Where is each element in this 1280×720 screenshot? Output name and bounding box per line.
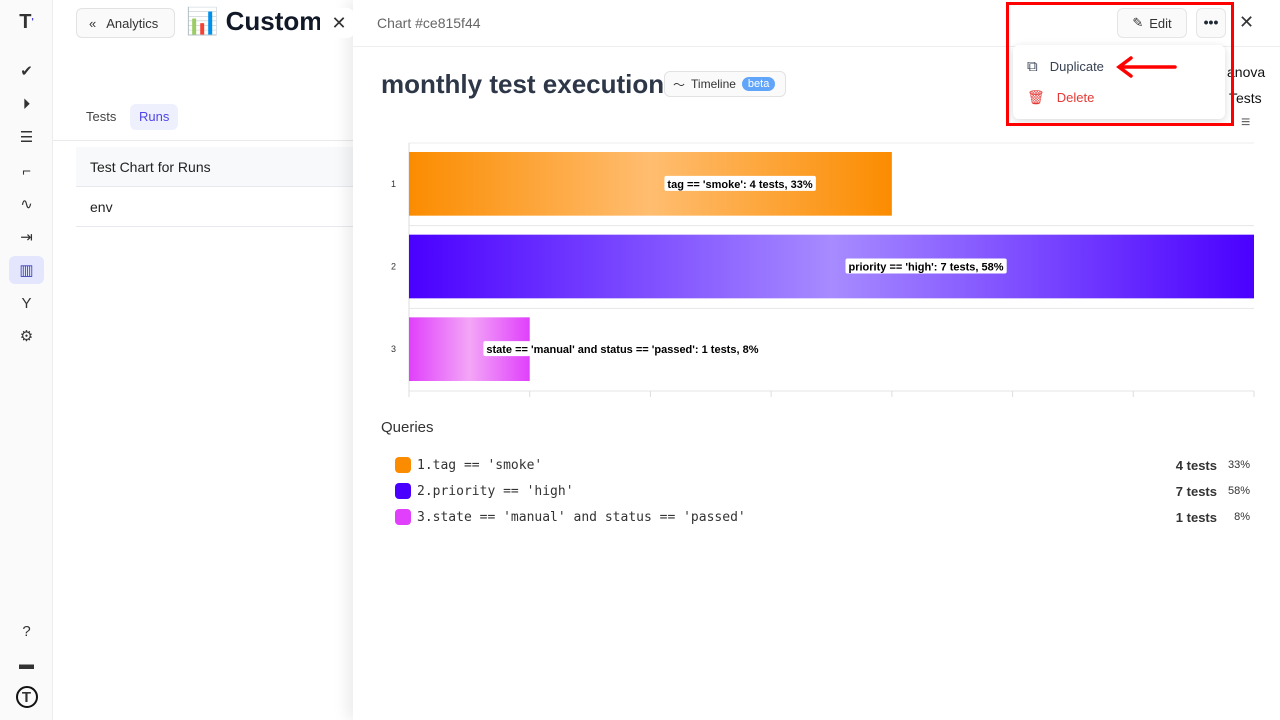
- timeline-label: Timeline: [691, 77, 736, 91]
- y-tick-label: 3: [391, 344, 396, 354]
- highlight-box: [1006, 2, 1234, 126]
- list-item[interactable]: env: [76, 187, 353, 227]
- trash-icon: 🗑: [1027, 88, 1045, 105]
- help-icon[interactable]: ?: [22, 622, 31, 640]
- queries-heading: Queries: [381, 419, 434, 436]
- analytics-page: « Analytics 📊 Custom C ✕ Tests Runs Test …: [53, 0, 355, 720]
- legend-item[interactable]: 2.priority == 'high' 7 tests 58%: [395, 481, 1250, 501]
- list-item[interactable]: Test Chart for Runs: [76, 147, 353, 187]
- bar[interactable]: [409, 152, 892, 216]
- partial-text: Tests: [1229, 90, 1262, 106]
- bar-data-label: priority == 'high': 7 tests, 58%: [849, 262, 1004, 274]
- bar-chart: 1 tag == 'smoke': 4 tests, 33% 2 priority =…: [391, 142, 1255, 397]
- legend-count: 7 tests: [1175, 483, 1217, 499]
- chart-title: monthly test execution: [381, 69, 665, 99]
- drawer-header: Chart #ce815f44 ✎ Edit ••• ✕: [353, 0, 1280, 47]
- edit-label: Edit: [1149, 15, 1172, 31]
- branch-icon[interactable]: Y: [21, 294, 32, 312]
- play-circle-icon[interactable]: ⏵: [22, 95, 31, 113]
- legend-swatch: [395, 457, 411, 473]
- legend-swatch: [395, 509, 411, 525]
- legend-item[interactable]: 1.tag == 'smoke' 4 tests 33%: [395, 455, 1250, 475]
- more-options-menu: ⧉ Duplicate 🗑 Delete: [1013, 45, 1225, 119]
- legend-item[interactable]: 3.state == 'manual' and status == 'passe…: [395, 507, 1250, 527]
- bar-label-bg: [483, 341, 762, 357]
- legend-percent: 58%: [1227, 485, 1250, 497]
- back-to-analytics-button[interactable]: « Analytics: [76, 8, 175, 38]
- bar[interactable]: [409, 234, 1254, 299]
- divider: [53, 140, 353, 141]
- bar-label-bg: [845, 258, 1007, 274]
- delete-label: Delete: [1056, 89, 1095, 105]
- duplicate-icon: ⧉: [1027, 57, 1038, 75]
- logo-icon[interactable]: T ': [19, 10, 34, 33]
- bar-label-bg: [664, 175, 816, 191]
- folder-icon[interactable]: ▬: [19, 655, 34, 673]
- import-icon[interactable]: ⇥: [20, 229, 33, 246]
- legend-query: 2.priority == 'high': [417, 483, 574, 499]
- back-label: Analytics: [106, 15, 159, 31]
- check-icon[interactable]: ✔: [20, 63, 33, 80]
- partial-text: anova: [1227, 64, 1266, 80]
- arrow-annotation-icon: [1116, 56, 1177, 78]
- double-chevron-left-icon: «: [89, 15, 97, 31]
- legend-percent: 8%: [1234, 511, 1250, 523]
- account-icon[interactable]: T: [9, 683, 44, 711]
- beta-badge: beta: [741, 77, 776, 91]
- edit-button[interactable]: ✎ Edit: [1117, 8, 1187, 38]
- chart-id: Chart #ce815f44: [377, 15, 481, 31]
- legend-count: 1 tests: [1175, 509, 1217, 525]
- pulse-icon[interactable]: ∿: [20, 196, 33, 213]
- hamburger-menu-icon[interactable]: ≡: [1241, 114, 1251, 131]
- duplicate-label: Duplicate: [1049, 58, 1104, 74]
- list-check-icon[interactable]: ☰: [19, 129, 34, 146]
- legend-percent: 33%: [1227, 459, 1250, 471]
- gear-icon[interactable]: ⚙: [19, 328, 34, 345]
- timeline-button[interactable]: 〜 Timeline beta: [664, 71, 786, 97]
- analytics-icon[interactable]: ▥: [9, 256, 44, 284]
- chart-drawer: Chart #ce815f44 ✎ Edit ••• ✕ monthly test…: [353, 0, 1280, 720]
- legend-query: 1.tag == 'smoke': [417, 457, 543, 473]
- tab-runs[interactable]: Runs: [130, 104, 179, 130]
- legend-swatch: [395, 483, 411, 499]
- menu-item-duplicate[interactable]: ⧉ Duplicate: [1027, 54, 1104, 78]
- pencil-icon: ✎: [1132, 15, 1144, 30]
- legend-count: 4 tests: [1175, 457, 1217, 473]
- close-drawer-icon[interactable]: ✕: [1239, 12, 1255, 32]
- page-title: 📊 Custom C: [186, 6, 320, 36]
- close-icon[interactable]: ✕: [323, 8, 355, 38]
- more-options-button[interactable]: •••: [1196, 8, 1226, 38]
- steps-icon[interactable]: ⌐: [22, 162, 31, 180]
- tab-tests[interactable]: Tests: [86, 109, 117, 124]
- bar-data-label: state == 'manual' and status == 'passed'…: [486, 344, 758, 356]
- bar-data-label: tag == 'smoke': 4 tests, 33%: [667, 179, 812, 191]
- y-tick-label: 1: [391, 179, 396, 189]
- menu-item-delete[interactable]: 🗑 Delete: [1027, 85, 1094, 109]
- legend-query: 3.state == 'manual' and status == 'passe…: [417, 509, 746, 525]
- trend-line-icon: 〜: [673, 77, 686, 92]
- sidebar: T ' ✔ ⏵ ☰ ⌐ ∿ ⇥ ▥ Y ⚙ ? ▬ T: [0, 0, 53, 720]
- y-tick-label: 2: [391, 262, 396, 272]
